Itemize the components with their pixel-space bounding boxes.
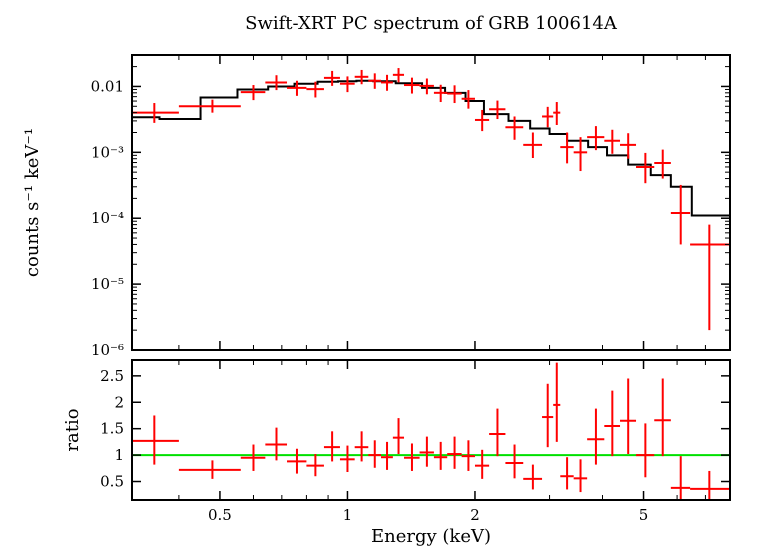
y-tick-label: 10⁻³ (91, 143, 124, 161)
spectrum-figure: Swift-XRT PC spectrum of GRB 100614A 10⁻⁶… (0, 0, 758, 556)
model-curve (132, 81, 730, 216)
ratio-panel (132, 363, 730, 507)
ratio-tick-label: 1 (114, 446, 124, 464)
x-axis-label: Energy (keV) (371, 526, 491, 547)
y-tick-label: 10⁻⁴ (91, 209, 124, 227)
y-tick-label: 10⁻⁶ (91, 341, 124, 359)
bottom-axes-box (132, 360, 730, 500)
x-tick-label: 0.5 (208, 506, 232, 524)
ratio-tick-label: 0.5 (100, 473, 124, 491)
y-tick-label: 0.01 (91, 77, 124, 95)
x-tick-label: 5 (639, 506, 649, 524)
x-tick-label: 1 (343, 506, 353, 524)
ratio-tick-label: 1.5 (100, 420, 124, 438)
top-axes-box (132, 55, 730, 350)
ratio-tick-label: 2.5 (100, 367, 124, 385)
chart-title: Swift-XRT PC spectrum of GRB 100614A (245, 13, 618, 34)
ratio-tick-label: 2 (114, 393, 124, 411)
y-axis-label-top: counts s⁻¹ keV⁻¹ (22, 128, 43, 277)
x-tick-label: 2 (470, 506, 480, 524)
spectrum-panel (132, 68, 730, 330)
y-tick-label: 10⁻⁵ (91, 275, 124, 293)
y-axis-label-bottom: ratio (62, 408, 83, 451)
